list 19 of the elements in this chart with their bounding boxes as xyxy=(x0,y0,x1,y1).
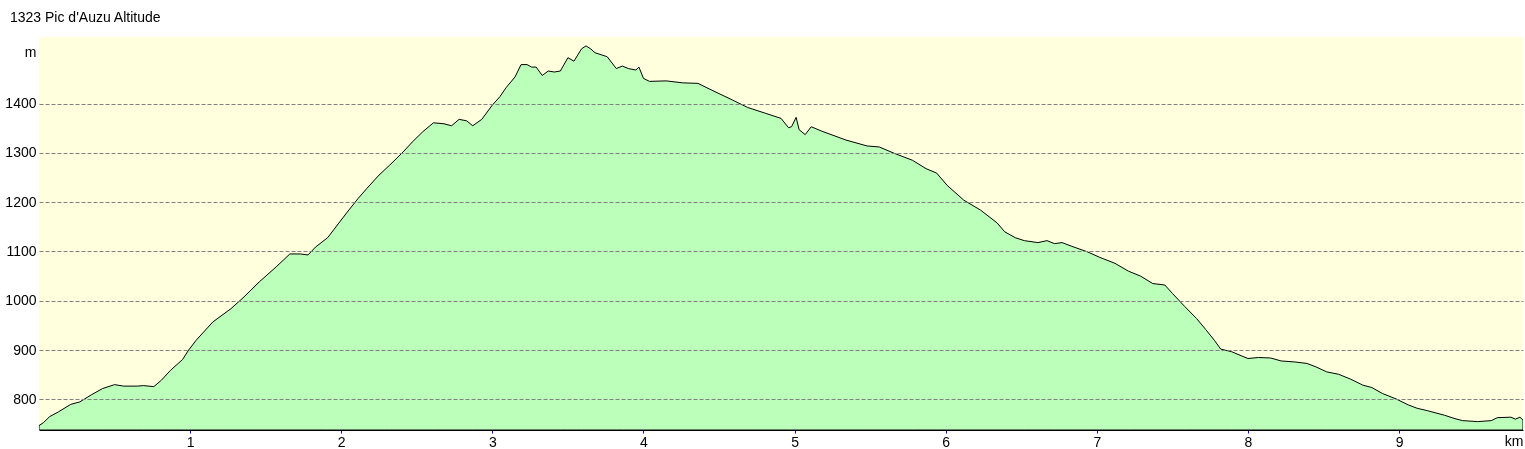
x-axis-title: km xyxy=(1504,432,1524,449)
x-tick-label: 1 xyxy=(186,433,195,449)
chart-title: 1323 Pic d'Auzu Altitude xyxy=(10,9,161,25)
y-tick-label: 1000 xyxy=(5,292,37,309)
y-tick-label: 1400 xyxy=(5,95,37,112)
y-tick-label: 1300 xyxy=(5,144,37,161)
y-tick-label: 1200 xyxy=(5,193,37,210)
y-tick-label: 1100 xyxy=(6,243,37,259)
x-tick-label: 7 xyxy=(1093,433,1102,449)
x-tick-label: 5 xyxy=(791,433,800,449)
x-tick-label: 8 xyxy=(1244,433,1253,449)
x-tick-label: 4 xyxy=(640,433,649,449)
x-tick-label: 2 xyxy=(337,433,346,449)
x-tick-label: 9 xyxy=(1395,433,1404,449)
y-tick-label: 800 xyxy=(13,390,37,407)
y-axis-title: m xyxy=(24,43,37,60)
x-tick-label: 3 xyxy=(488,433,497,449)
y-tick-label: 900 xyxy=(13,341,37,358)
x-tick-label: 6 xyxy=(942,433,951,449)
